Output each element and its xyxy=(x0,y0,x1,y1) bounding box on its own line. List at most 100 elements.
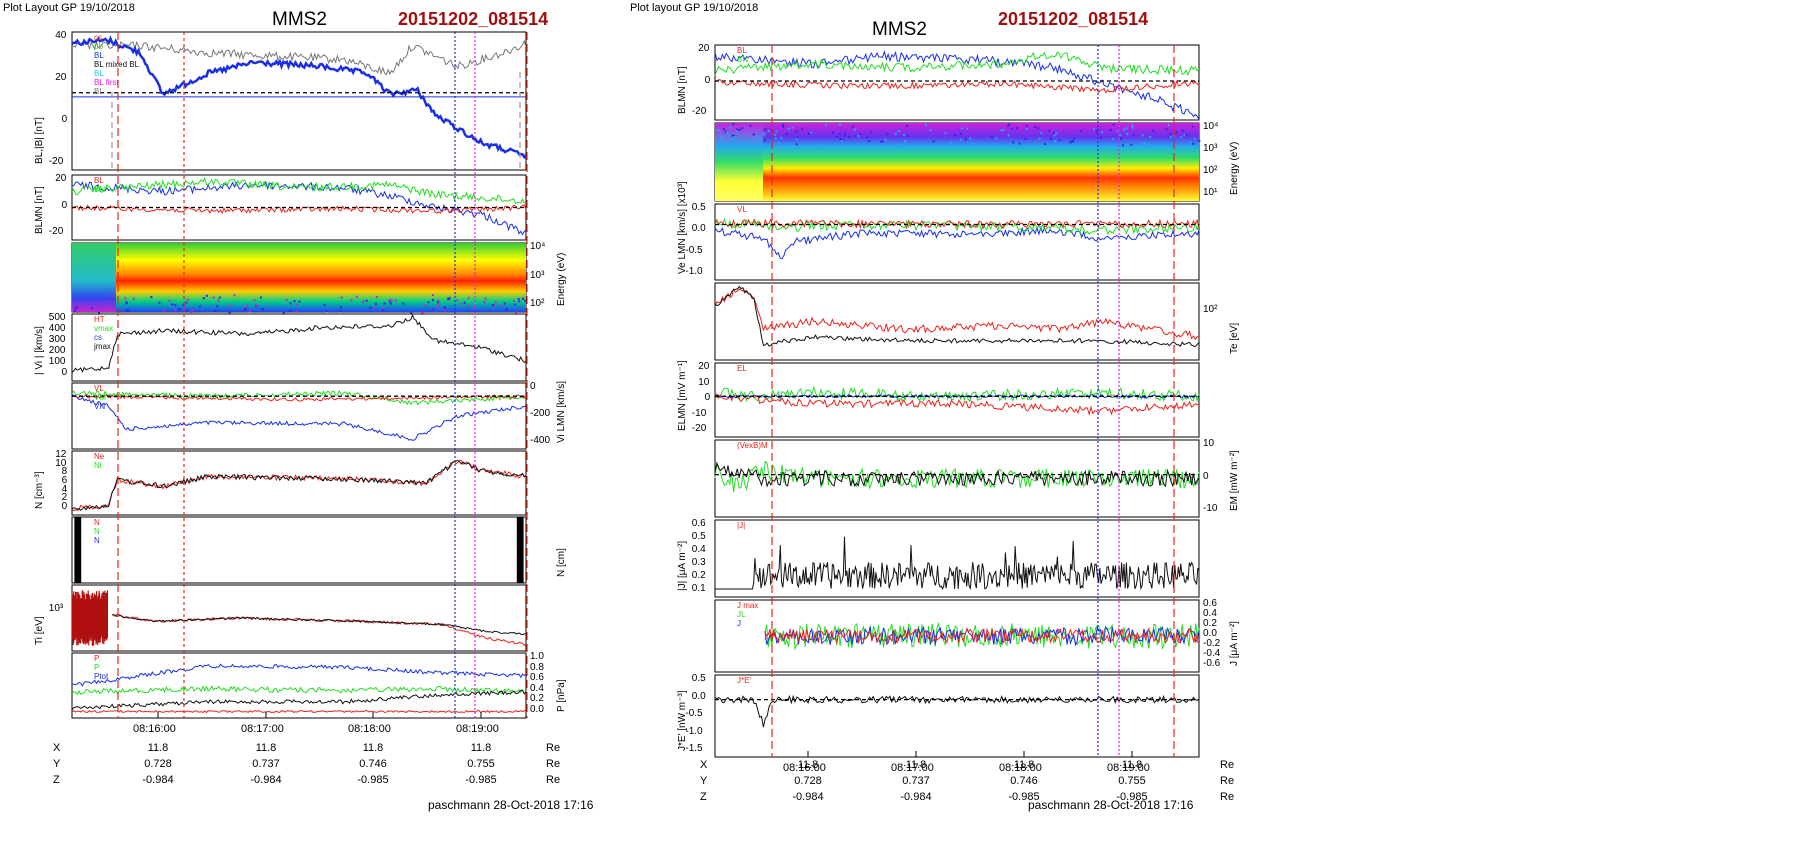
left-spectrogram-speckle xyxy=(73,310,76,313)
left-spectrogram-speckle xyxy=(171,303,174,306)
right-plot-group xyxy=(714,44,1201,758)
right-ephem-value: -0.984 xyxy=(900,791,932,803)
left-spectrogram-speckle xyxy=(365,299,368,302)
left-legend-label: BL xyxy=(94,69,104,78)
right-spectrogram-speckle xyxy=(1192,142,1195,145)
left-spectrogram-pre xyxy=(72,243,116,312)
left-spectrogram-speckle xyxy=(362,300,365,303)
left-ephem-value: 0.755 xyxy=(467,758,495,770)
left-spectrogram-speckle xyxy=(375,295,378,298)
right-spectrogram-speckle xyxy=(795,130,798,133)
left-ytick-label: 0 xyxy=(61,114,68,125)
right-spectrogram-speckle xyxy=(1055,132,1058,135)
right-spectrogram-speckle xyxy=(1069,141,1072,144)
right-spectrogram-speckle xyxy=(870,131,873,134)
left-Ni-line xyxy=(71,459,527,511)
left-spectrogram-speckle xyxy=(289,302,292,305)
left-panel-frame xyxy=(71,450,527,516)
left-ytick-label: 200 xyxy=(48,345,66,356)
left-spectrogram-speckle xyxy=(467,304,470,307)
left-ytick-label: -20 xyxy=(48,156,64,167)
left-ephem-value: 0.746 xyxy=(359,758,387,770)
right-ytick-label: -0.6 xyxy=(1203,658,1221,669)
right-ytick-label: 0.0 xyxy=(691,690,706,702)
left-spectrogram-speckle xyxy=(388,299,391,302)
left-legend-label: vmax xyxy=(94,324,114,333)
right-spectrogram-speckle xyxy=(1044,143,1047,146)
left-spectrogram-speckle xyxy=(355,295,358,298)
right-spectrogram-speckle xyxy=(1050,138,1053,141)
left-spectrogram-speckle xyxy=(513,303,516,306)
left-legend-label: Ni xyxy=(94,461,102,470)
left-ytick-label: 40 xyxy=(55,30,67,41)
left-spectrogram-speckle xyxy=(245,304,248,307)
right-legend-label: JL xyxy=(737,610,746,619)
left-spectrogram-speckle xyxy=(216,305,219,308)
right-spectrogram-speckle xyxy=(763,132,766,135)
left-legend-label: Ptot xyxy=(94,672,109,681)
left-spectrogram-speckle xyxy=(491,304,494,307)
left-time-label: 08:18:00 xyxy=(348,723,391,735)
right-time-label: 08:17:00 xyxy=(891,762,934,774)
left-ytick-label: 20 xyxy=(55,173,67,184)
right-spectrogram-speckle xyxy=(757,137,760,140)
left-panel-frame xyxy=(71,516,527,584)
left-spectrogram-speckle xyxy=(168,299,171,302)
right-axis-label: J [μA m⁻²] xyxy=(1229,621,1240,666)
right-spectrogram-speckle xyxy=(847,135,850,138)
left-axis-label: BLMN [nT] xyxy=(34,186,45,234)
right-axis-label: BLMN [nT] xyxy=(677,66,688,114)
left-ytick-label: 10³ xyxy=(48,602,64,614)
right-spectrogram-speckle xyxy=(1002,128,1005,131)
right-spectrogram-speckle xyxy=(752,133,755,136)
left-spectrogram-speckle xyxy=(339,310,342,313)
left-ytick-label: -400 xyxy=(530,435,551,446)
left-ephem-value: -0.985 xyxy=(357,774,389,786)
left-spectrogram-speckle xyxy=(111,295,114,298)
left-legend-label: VN xyxy=(94,402,106,411)
right-spectrogram-speckle xyxy=(1024,144,1027,147)
right-spectrogram-speckle xyxy=(1119,134,1122,137)
left-ytick-label: 0.2 xyxy=(530,693,544,705)
right-spectrogram-speckle xyxy=(1109,128,1112,131)
right-event-title: 20151202_081514 xyxy=(998,9,1149,29)
right-panel-frame xyxy=(714,282,1200,361)
left-ephem-row-name: Y xyxy=(53,758,61,770)
right-panel-frame xyxy=(714,599,1200,673)
right-ytick-label: 0.0 xyxy=(1203,628,1217,639)
left-spectrogram-speckle xyxy=(424,304,427,307)
right-spectrogram-speckle xyxy=(1191,125,1194,128)
left-spectrogram-speckle xyxy=(285,298,288,301)
right-legend-label: BN xyxy=(737,55,749,64)
right-spectrogram-speckle xyxy=(971,142,974,145)
right-spectrogram-speckle xyxy=(835,135,838,138)
right-ytick-label: 0.3 xyxy=(691,557,706,568)
right-ytick-label: 0 xyxy=(704,74,711,86)
right-ytick-label: -10 xyxy=(691,407,707,419)
right-ytick-label: 0.5 xyxy=(691,531,706,542)
right-ytick-label: -1.0 xyxy=(685,725,703,737)
left-axis-label: Ti [eV] xyxy=(34,616,45,645)
left-legend-label: BL first xyxy=(94,78,119,87)
left-ytick-label: 0 xyxy=(61,501,68,512)
right-spectrogram-speckle xyxy=(959,138,962,141)
left-legend-label: BL xyxy=(94,51,104,60)
left-panel-frame xyxy=(71,31,527,171)
right-spectrogram-speckle xyxy=(868,139,871,142)
left-ytick-label: 2 xyxy=(61,492,68,504)
right-spectrogram-speckle xyxy=(886,132,889,135)
left-legend-label: BL mixed BL xyxy=(94,60,140,69)
right-legend-label: |J| xyxy=(737,521,746,530)
right-spectrogram-speckle xyxy=(906,124,909,127)
right-spectrogram-speckle xyxy=(960,132,963,135)
left-BM-lmn-line xyxy=(71,176,527,205)
left-spectrogram-speckle xyxy=(373,306,376,309)
right-panel-frame xyxy=(714,362,1200,438)
right-legend-label: J xyxy=(737,619,741,628)
right-spectrogram-speckle xyxy=(722,128,725,131)
left-spectrogram-speckle xyxy=(74,307,77,310)
right-spectrogram-speckle xyxy=(773,133,776,136)
left-spectrogram-speckle xyxy=(514,311,517,314)
left-spectrogram-speckle xyxy=(437,304,440,307)
left-legend-label: VM xyxy=(94,393,106,402)
